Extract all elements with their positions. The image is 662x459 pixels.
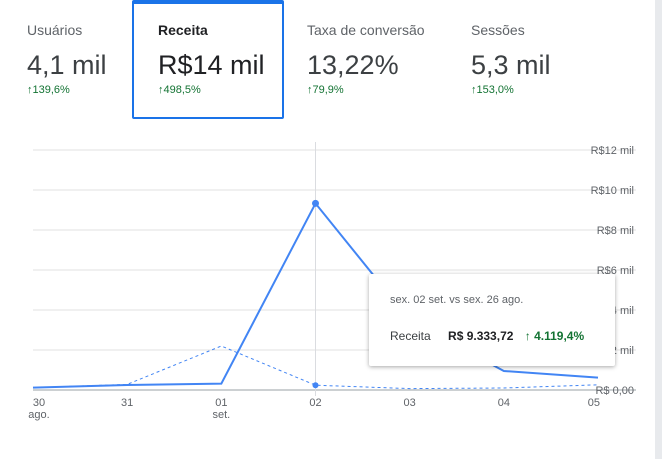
arrow-up-icon: ↑: [471, 84, 477, 96]
y-tick-label: R$8 mil: [597, 225, 634, 237]
arrow-up-icon: ↑: [307, 84, 313, 96]
kpi-value: 5,3 mil: [471, 50, 551, 80]
x-tick-label: 30: [33, 397, 45, 409]
kpi-delta-value: 498,5%: [163, 84, 201, 96]
x-tick-label: 03: [404, 397, 416, 409]
chart-tooltip: sex. 02 set. vs sex. 26 ago. Receita R$ …: [369, 274, 615, 366]
tooltip-row: Receita R$ 9.333,72 ↑ 4.119,4%: [390, 329, 615, 343]
arrow-up-icon: ↑: [27, 84, 33, 96]
kpi-label: Receita: [158, 22, 208, 38]
series-line-previous: [32, 345, 599, 390]
y-tick-label: R$10 mil: [591, 185, 634, 197]
tooltip-metric: Receita: [390, 329, 431, 343]
kpi-value: 4,1 mil: [27, 50, 107, 80]
kpi-label: Usuários: [27, 22, 83, 38]
tooltip-value: R$ 9.333,72: [448, 329, 514, 343]
y-tick-label: R$12 mil: [591, 145, 634, 157]
arrow-up-icon: ↑: [158, 84, 164, 96]
kpi-delta: ↑153,0%: [471, 84, 639, 96]
kpi-tab-usuarios[interactable]: Usuários 4,1 mil ↑139,6%: [0, 0, 130, 119]
kpi-value: 13,22%: [307, 50, 399, 80]
x-tick-label: set.: [212, 409, 230, 421]
kpi-label: Taxa de conversão: [307, 22, 425, 38]
kpi-tab-receita[interactable]: Receita R$14 mil ↑498,5%: [132, 0, 284, 119]
tooltip-title: sex. 02 set. vs sex. 26 ago.: [390, 294, 524, 306]
y-tick-label: R$ 0,00: [595, 385, 634, 397]
x-tick-label: 01: [215, 397, 227, 409]
x-tick-label: 05: [588, 397, 600, 409]
kpi-delta: ↑498,5%: [158, 84, 282, 96]
kpi-delta-value: 139,6%: [32, 84, 70, 96]
kpi-value: R$14 mil: [158, 50, 265, 80]
kpi-delta: ↑139,6%: [27, 84, 130, 96]
tooltip-change-value: 4.119,4%: [534, 329, 585, 343]
side-gutter: [655, 0, 662, 459]
kpi-delta-value: 79,9%: [312, 84, 344, 96]
kpi-label: Sessões: [471, 22, 525, 38]
kpi-tab-sessoes[interactable]: Sessões 5,3 mil ↑153,0%: [449, 0, 639, 119]
kpi-delta-value: 153,0%: [476, 84, 514, 96]
highlight-point: [312, 199, 319, 207]
tooltip-change: ↑ 4.119,4%: [524, 329, 585, 343]
kpi-delta: ↑79,9%: [307, 84, 449, 96]
x-tick-label: 31: [121, 397, 133, 409]
x-tick-label: ago.: [28, 409, 49, 421]
kpi-tab-taxa-conversao[interactable]: Taxa de conversão 13,22% ↑79,9%: [284, 0, 449, 119]
x-tick-label: 02: [309, 397, 321, 409]
highlight-point: [312, 382, 319, 389]
x-tick-label: 04: [498, 397, 510, 409]
